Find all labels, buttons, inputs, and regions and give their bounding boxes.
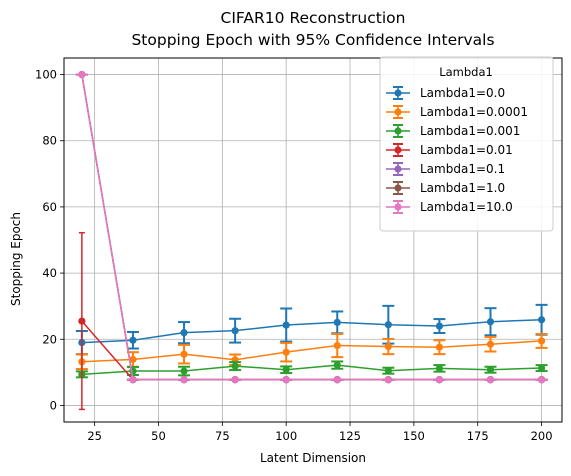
data-point bbox=[486, 366, 495, 374]
legend-label: Lambda1=0.0001 bbox=[420, 105, 528, 119]
y-tick-label: 20 bbox=[42, 332, 57, 346]
data-point bbox=[129, 336, 137, 344]
data-point bbox=[486, 340, 495, 348]
x-tick-label: 175 bbox=[467, 429, 489, 443]
data-point bbox=[282, 321, 290, 329]
data-point bbox=[435, 376, 444, 384]
data-point bbox=[333, 361, 341, 369]
legend-marker bbox=[394, 108, 402, 116]
legend-entry: Lambda1=1.0 bbox=[386, 181, 505, 195]
data-point bbox=[333, 318, 341, 326]
x-tick-label: 75 bbox=[215, 429, 230, 443]
data-point bbox=[537, 316, 546, 324]
data-point bbox=[333, 376, 341, 384]
x-tick-label: 25 bbox=[87, 429, 102, 443]
data-point bbox=[231, 362, 239, 370]
data-point bbox=[180, 350, 188, 358]
data-point bbox=[384, 321, 392, 329]
data-point bbox=[78, 317, 86, 325]
legend-marker bbox=[394, 127, 402, 135]
series-line bbox=[81, 364, 542, 376]
legend-label: Lambda1=0.001 bbox=[420, 124, 520, 138]
y-tick-label: 100 bbox=[35, 68, 57, 82]
data-point bbox=[333, 341, 341, 350]
data-point bbox=[384, 376, 392, 384]
legend-label: Lambda1=1.0 bbox=[420, 181, 505, 195]
data-point bbox=[129, 355, 137, 364]
legend-entry: Lambda1=0.0 bbox=[386, 86, 505, 100]
x-tick-label: 50 bbox=[151, 429, 166, 443]
data-point bbox=[282, 348, 290, 356]
legend: Lambda1 Lambda1=0.0 Lambda1=0.0001 Lambda1… bbox=[379, 56, 554, 232]
legend-marker bbox=[394, 184, 402, 192]
x-tick-label: 150 bbox=[403, 429, 425, 443]
data-point bbox=[282, 366, 290, 374]
series-Lambda1=10.0 bbox=[75, 70, 548, 384]
data-point bbox=[129, 376, 137, 384]
legend-entry: Lambda1=10.0 bbox=[386, 200, 513, 214]
data-point bbox=[180, 376, 188, 384]
legend-label: Lambda1=0.01 bbox=[420, 143, 513, 157]
data-point bbox=[435, 364, 444, 372]
data-point bbox=[486, 376, 495, 384]
data-point bbox=[180, 329, 188, 337]
x-axis-label: Latent Dimension bbox=[260, 451, 366, 465]
data-point bbox=[180, 367, 188, 375]
legend-entry: Lambda1=0.0001 bbox=[386, 105, 528, 119]
x-tick-label: 125 bbox=[339, 429, 361, 443]
plot-area-frame bbox=[63, 57, 563, 423]
legend-entry: Lambda1=0.01 bbox=[386, 143, 513, 157]
series-line bbox=[81, 318, 542, 344]
x-tick-label: 200 bbox=[531, 429, 553, 443]
x-tick-label: 100 bbox=[275, 429, 297, 443]
data-point bbox=[384, 367, 392, 375]
data-point bbox=[231, 327, 239, 335]
y-tick-label: 60 bbox=[42, 200, 57, 214]
data-point bbox=[78, 70, 86, 79]
legend-label: Lambda1=0.1 bbox=[420, 162, 505, 176]
legend-marker bbox=[394, 146, 402, 154]
chart-subtitle: Stopping Epoch with 95% Confidence Inter… bbox=[131, 31, 494, 49]
data-point bbox=[537, 337, 546, 345]
legend-marker bbox=[394, 89, 402, 97]
data-point bbox=[282, 376, 290, 384]
plot-series bbox=[75, 70, 548, 411]
legend-entry: Lambda1=0.1 bbox=[386, 162, 505, 176]
y-tick-label: 0 bbox=[50, 398, 57, 412]
legend-label: Lambda1=10.0 bbox=[420, 200, 513, 214]
y-tick-label: 80 bbox=[42, 134, 57, 148]
data-point bbox=[537, 364, 546, 372]
data-point bbox=[537, 376, 546, 384]
legend-box bbox=[379, 56, 554, 232]
legend-entry: Lambda1=0.001 bbox=[386, 124, 520, 138]
legend-title: Lambda1 bbox=[439, 65, 493, 79]
data-point bbox=[486, 318, 495, 326]
data-point bbox=[435, 322, 444, 330]
legend-label: Lambda1=0.0 bbox=[420, 86, 505, 100]
legend-marker bbox=[394, 203, 402, 211]
legend-marker bbox=[394, 165, 402, 173]
y-axis-label: Stopping Epoch bbox=[9, 212, 23, 306]
axis-ticks: 25 50 75 100 125 150 175 200 0 20 40 60 80 100 bbox=[35, 68, 552, 443]
data-point bbox=[435, 343, 444, 351]
y-tick-label: 40 bbox=[42, 266, 57, 280]
data-point bbox=[384, 342, 392, 351]
series-line bbox=[81, 74, 542, 381]
data-point bbox=[231, 376, 239, 384]
series-line bbox=[81, 340, 542, 363]
chart-title: CIFAR10 Reconstruction bbox=[221, 9, 406, 27]
